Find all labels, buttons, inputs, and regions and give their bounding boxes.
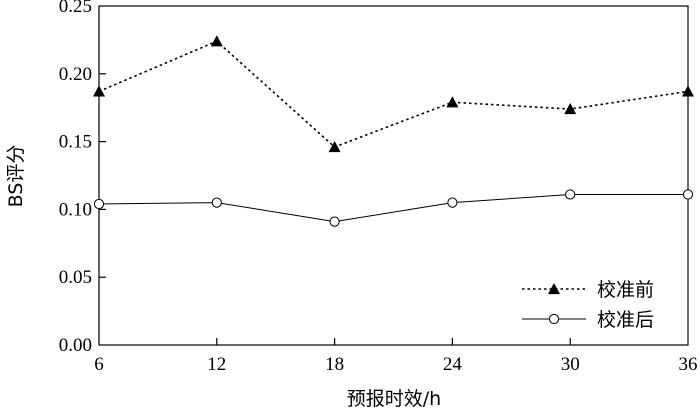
y-tick-label: 0.20 [59,64,92,85]
legend-marker-1 [548,283,560,295]
data-point [328,141,341,153]
x-axis-title: 预报时效/h [347,388,441,410]
data-point [682,85,694,97]
y-tick-label: 0.25 [59,0,92,17]
y-axis-title: BS评分 [5,145,27,208]
series-layer [93,35,694,227]
data-point [93,198,105,210]
legend-label-2: 校准后 [597,309,654,331]
x-tick-label: 24 [443,354,463,375]
data-point [93,85,105,97]
data-point [446,96,459,108]
x-tick-label: 12 [207,354,226,375]
data-point [565,189,576,200]
series-line-1 [98,40,689,148]
x-tick-label: 6 [94,354,104,375]
x-tick-label: 36 [679,354,698,375]
y-tick-label: 0.05 [59,267,92,288]
axis-ticks: 6 12 18 24 30 36 0.00 0.05 0.10 0.15 0.20 0.25 [59,0,698,375]
y-tick-label: 0.00 [59,335,92,356]
data-point [564,103,577,115]
y-tick-label: 0.15 [59,132,92,153]
data-point [682,189,694,200]
data-point [210,35,223,47]
y-tick-label: 0.10 [59,199,92,220]
data-point [329,216,340,227]
legend-label-1: 校准前 [597,279,654,301]
legend-marker-2 [548,313,560,325]
series-line-2 [98,193,688,223]
x-tick-label: 30 [561,354,580,375]
plot-frame [98,5,689,346]
data-point [447,197,458,208]
data-point [211,197,222,208]
x-tick-label: 18 [325,354,344,375]
